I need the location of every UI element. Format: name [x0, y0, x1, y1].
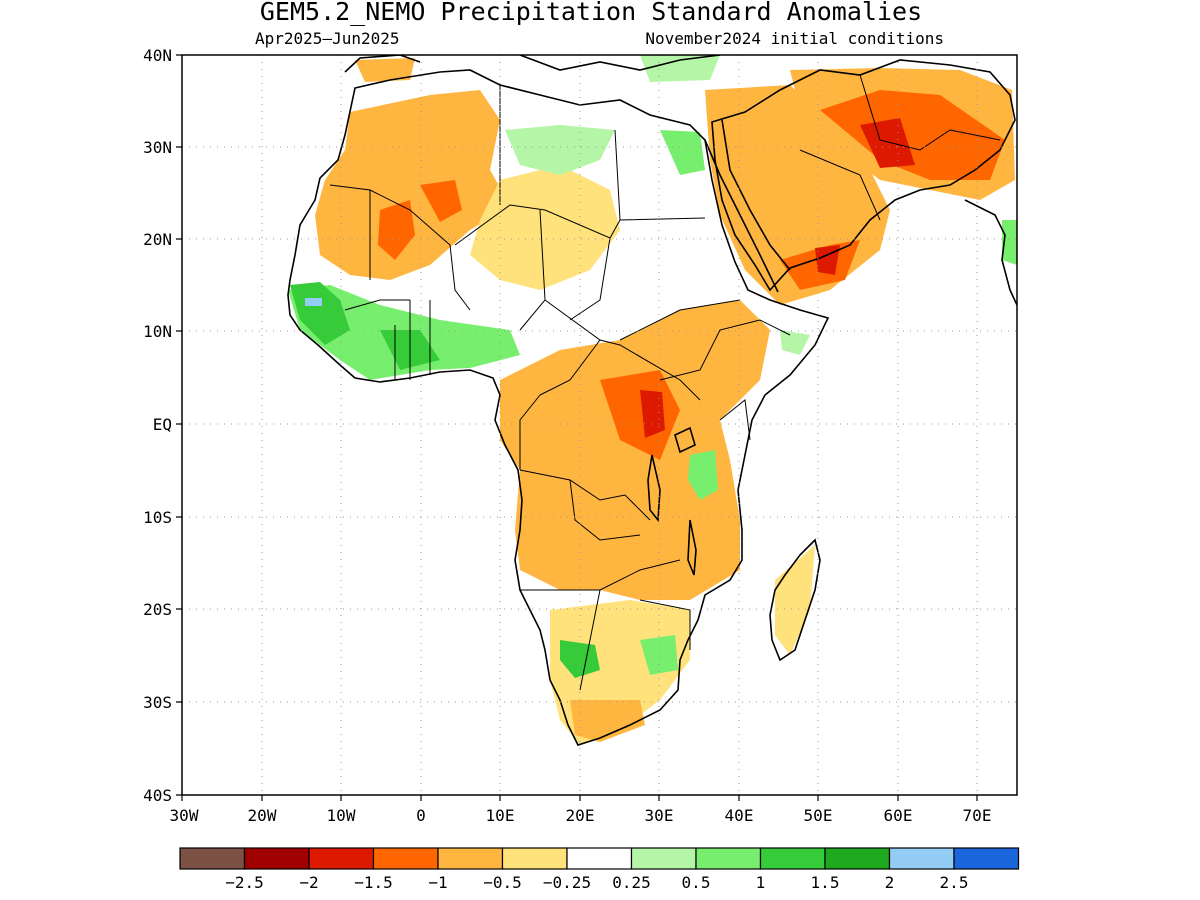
lon-label: 30E	[645, 806, 674, 825]
colorbar-box	[695, 847, 762, 870]
colorbar-label: 1	[756, 873, 766, 892]
lat-ticks	[176, 54, 182, 796]
anomaly-fields	[288, 55, 1017, 745]
lon-label: 50E	[804, 806, 833, 825]
map-frame	[181, 54, 1018, 796]
anomaly-madagascar	[775, 545, 815, 655]
lake-victoria	[674, 426, 696, 454]
colorbar-label: −0.25	[543, 873, 591, 892]
europe-coastline	[344, 55, 721, 73]
coastlines	[287, 55, 1017, 746]
anomaly-iran-strong	[820, 90, 1005, 180]
period-label: Apr2025–Jun2025	[255, 29, 400, 48]
graticule	[182, 55, 1017, 795]
colorbar-label: −2	[299, 873, 318, 892]
anomaly-gambia-wet	[305, 298, 322, 306]
tick-marks	[176, 54, 978, 801]
anomaly-iran-core	[860, 118, 915, 168]
colorbar-label: −2.5	[225, 873, 264, 892]
anomaly-central-africa	[500, 300, 770, 600]
lat-label: 30N	[143, 138, 172, 157]
initial-conditions-label: November2024 initial conditions	[645, 29, 944, 48]
anomaly-mozambique-wet	[640, 635, 678, 675]
anomaly-cape	[570, 700, 645, 742]
colorbar-box	[630, 847, 697, 870]
colorbar-box	[759, 847, 826, 870]
lon-ticks	[181, 795, 978, 801]
lon-label: 30W	[170, 806, 199, 825]
colorbar-box	[179, 847, 246, 870]
colorbar-box	[437, 847, 504, 870]
colorbar-box	[501, 847, 568, 870]
anomaly-senegal-wet	[290, 282, 350, 345]
lon-label: 20W	[248, 806, 277, 825]
lon-label: 40E	[725, 806, 754, 825]
longitude-labels: 30W 20W 10W 0 10E 20E 30E 40E 50E 60E 70…	[170, 806, 992, 825]
colorbar-label: 2	[885, 873, 895, 892]
anomaly-egypt-wet	[660, 130, 705, 175]
anomaly-north-africa-light	[470, 165, 620, 290]
anomaly-west-sahara	[378, 200, 415, 260]
india-coastline	[964, 199, 1017, 306]
africa-coastline	[287, 69, 830, 746]
latitude-labels: 40N 30N 20N 10N EQ 10S 20S 30S 40S	[143, 46, 172, 805]
lat-label: 20N	[143, 230, 172, 249]
colorbar-label: 0.25	[612, 873, 651, 892]
lat-label: 30S	[143, 693, 172, 712]
anomaly-libya-wet	[505, 125, 615, 175]
colorbar-box	[308, 847, 375, 870]
colorbar-box	[566, 847, 633, 870]
lon-label: 70E	[963, 806, 992, 825]
colorbar-box	[953, 847, 1020, 870]
border-lines	[329, 74, 1001, 691]
anomaly-mali	[420, 180, 462, 222]
colorbar-labels: −2.5 −2 −1.5 −1 −0.5 −0.25 0.25 0.5 1 1.5 2 2.5	[225, 873, 968, 892]
lat-label: 10N	[143, 322, 172, 341]
lat-label: 10S	[143, 508, 172, 527]
lake-malawi	[687, 519, 697, 576]
anomaly-somalia-wet	[780, 330, 810, 355]
anomaly-morocco	[355, 58, 415, 82]
lon-label: 60E	[884, 806, 913, 825]
colorbar-box	[243, 847, 310, 870]
anomaly-mediterranean-wet	[640, 55, 720, 82]
colorbar-label: 0.5	[682, 873, 711, 892]
lat-label: EQ	[153, 415, 172, 434]
red-sea	[704, 119, 791, 293]
colorbar: −2.5 −2 −1.5 −1 −0.5 −0.25 0.25 0.5 1 1.5 2 2.5	[179, 847, 1020, 892]
colorbar-box	[824, 847, 891, 870]
map-title: GEM5.2_NEMO Precipitation Standard Anoma…	[260, 0, 922, 26]
country-borders	[329, 74, 1001, 691]
colorbar-label: −1	[428, 873, 447, 892]
anomaly-north-africa	[315, 90, 510, 280]
lat-label: 20S	[143, 600, 172, 619]
madagascar-coastline	[769, 538, 821, 662]
lake-tanganyika	[647, 454, 661, 523]
lon-label: 10W	[327, 806, 356, 825]
map-plot: 40N 30N 20N 10N EQ 10S 20S 30S 40S 30W 2…	[143, 46, 1018, 825]
lon-label: 0	[416, 806, 426, 825]
colorbar-label: 1.5	[811, 873, 840, 892]
lon-label: 10E	[486, 806, 515, 825]
lon-label: 20E	[566, 806, 595, 825]
lat-label: 40N	[143, 46, 172, 65]
colorbar-box	[888, 847, 955, 870]
arabia-coastline	[711, 59, 1016, 292]
anomaly-namibia-wet	[560, 640, 600, 678]
colorbar-boxes	[179, 847, 1020, 870]
colorbar-label: 2.5	[940, 873, 969, 892]
lat-label: 40S	[143, 786, 172, 805]
colorbar-box	[372, 847, 439, 870]
anomaly-india-wet	[1002, 220, 1017, 265]
colorbar-label: −0.5	[483, 873, 522, 892]
anomaly-east-africa-wet	[688, 450, 718, 500]
colorbar-label: −1.5	[354, 873, 393, 892]
